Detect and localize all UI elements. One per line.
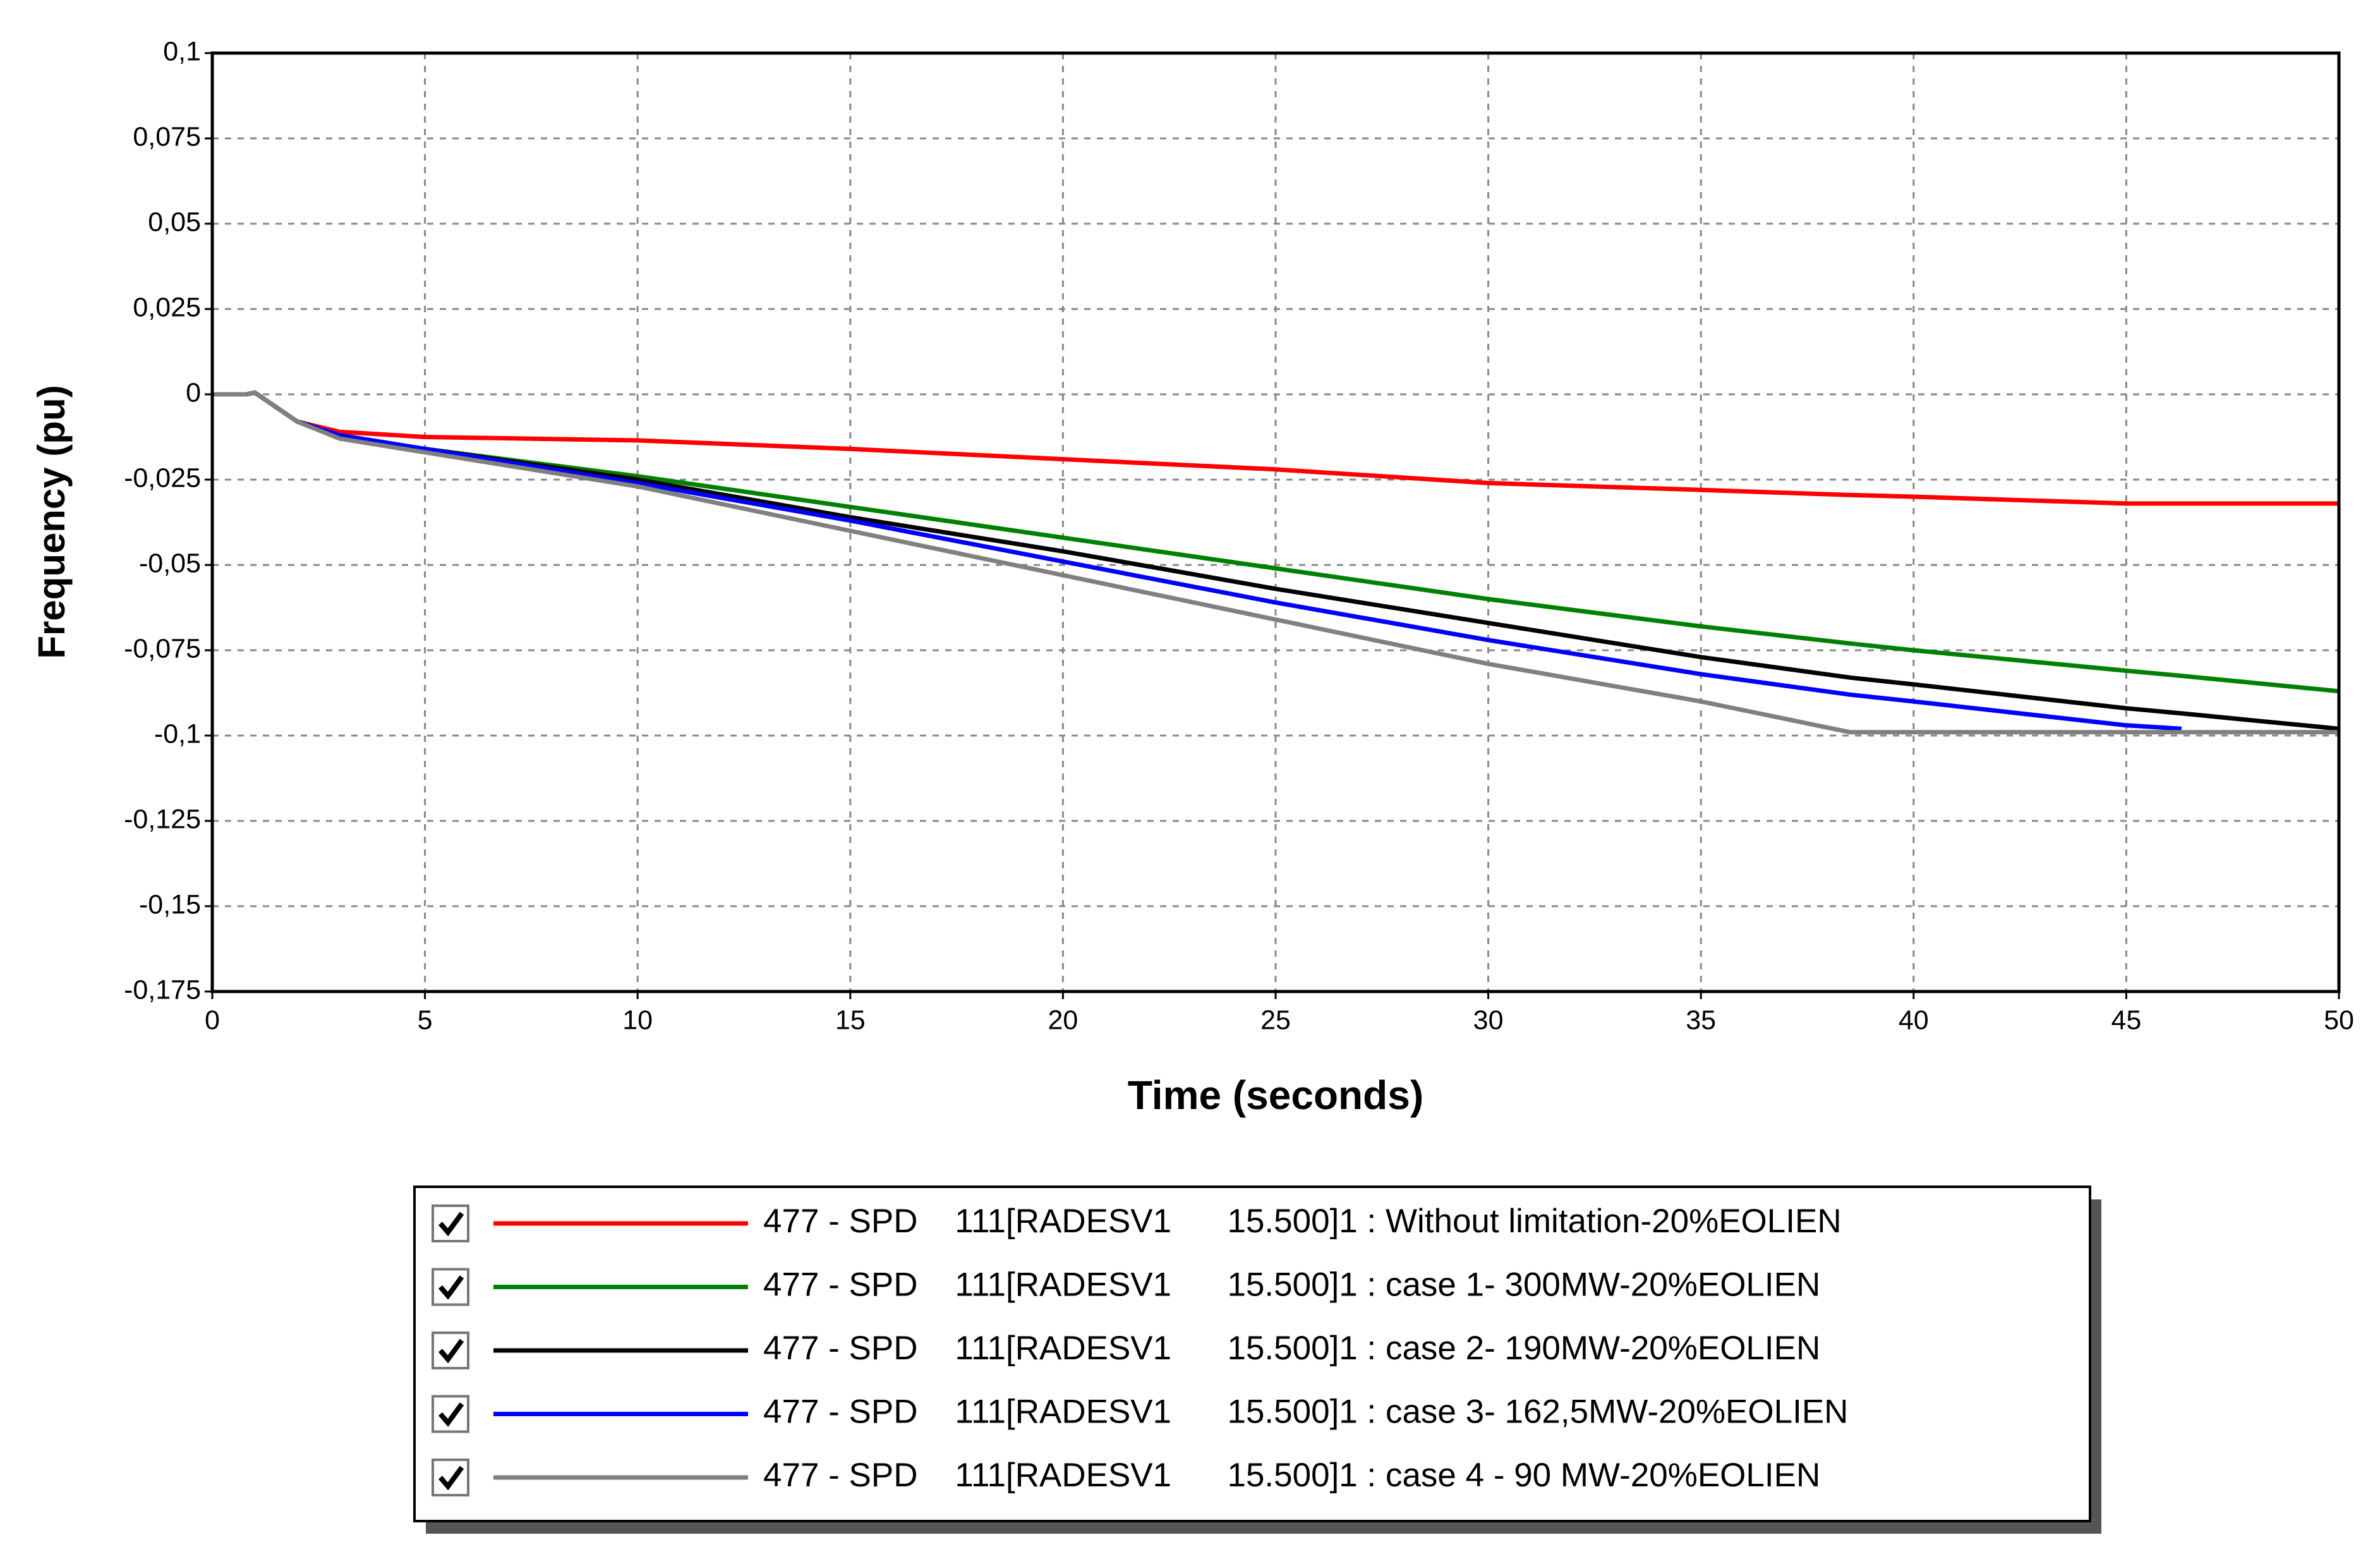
checkmark <box>438 1465 464 1491</box>
x-tick-label: 35 <box>1686 1005 1716 1035</box>
x-tick-label: 10 <box>622 1005 653 1035</box>
x-tick-label: 0 <box>205 1005 220 1035</box>
series-line <box>212 390 2339 735</box>
y-tick-label: -0,075 <box>124 633 201 664</box>
x-tick-label: 45 <box>2111 1005 2141 1035</box>
checkmark <box>438 1211 464 1237</box>
y-tick-label: -0,1 <box>154 719 201 749</box>
y-tick-label: -0,025 <box>124 463 201 493</box>
y-tick-label: 0 <box>186 377 201 408</box>
checkbox[interactable] <box>432 1268 469 1306</box>
legend-label: 477 - SPD 111[RADESV1 15.500]1 : case 2-… <box>763 1330 1820 1367</box>
plot-frame <box>210 51 2341 993</box>
x-tick-label: 25 <box>1260 1005 1291 1035</box>
legend-label: 477 - SPD 111[RADESV1 15.500]1 : case 3-… <box>763 1393 1848 1431</box>
x-axis-title: Time (seconds) <box>1128 1072 1423 1118</box>
legend <box>413 1186 2091 1522</box>
x-tick-label: 20 <box>1048 1005 1078 1035</box>
y-axis-title: Frequency (pu) <box>30 385 73 658</box>
x-tick-label: 5 <box>418 1005 433 1035</box>
x-tick-label: 40 <box>1899 1005 1929 1035</box>
y-tick-label: 0,075 <box>133 121 201 152</box>
legend-label: 477 - SPD 111[RADESV1 15.500]1 : Without… <box>763 1203 1842 1240</box>
y-tick-label: -0,175 <box>124 974 201 1005</box>
legend-label: 477 - SPD 111[RADESV1 15.500]1 : case 4 … <box>763 1457 1820 1494</box>
y-tick-label: -0,05 <box>139 548 201 578</box>
y-tick-label: 0,1 <box>163 36 201 66</box>
y-tick-label: -0,15 <box>139 889 201 919</box>
x-tick-label: 30 <box>1473 1005 1504 1035</box>
x-tick-label: 15 <box>835 1005 866 1035</box>
y-tick-label: 0,05 <box>148 207 201 237</box>
legend-label: 477 - SPD 111[RADESV1 15.500]1 : case 1-… <box>763 1266 1820 1304</box>
checkmark <box>438 1402 464 1427</box>
y-tick-label: -0,125 <box>124 804 201 834</box>
checkbox[interactable] <box>432 1459 469 1496</box>
x-tick-label: 50 <box>2324 1005 2354 1035</box>
checkbox[interactable] <box>432 1204 469 1242</box>
checkbox[interactable] <box>432 1332 469 1369</box>
checkmark <box>438 1338 464 1364</box>
checkbox[interactable] <box>432 1395 469 1433</box>
y-tick-label: 0,025 <box>133 292 201 322</box>
checkmark <box>438 1275 464 1300</box>
